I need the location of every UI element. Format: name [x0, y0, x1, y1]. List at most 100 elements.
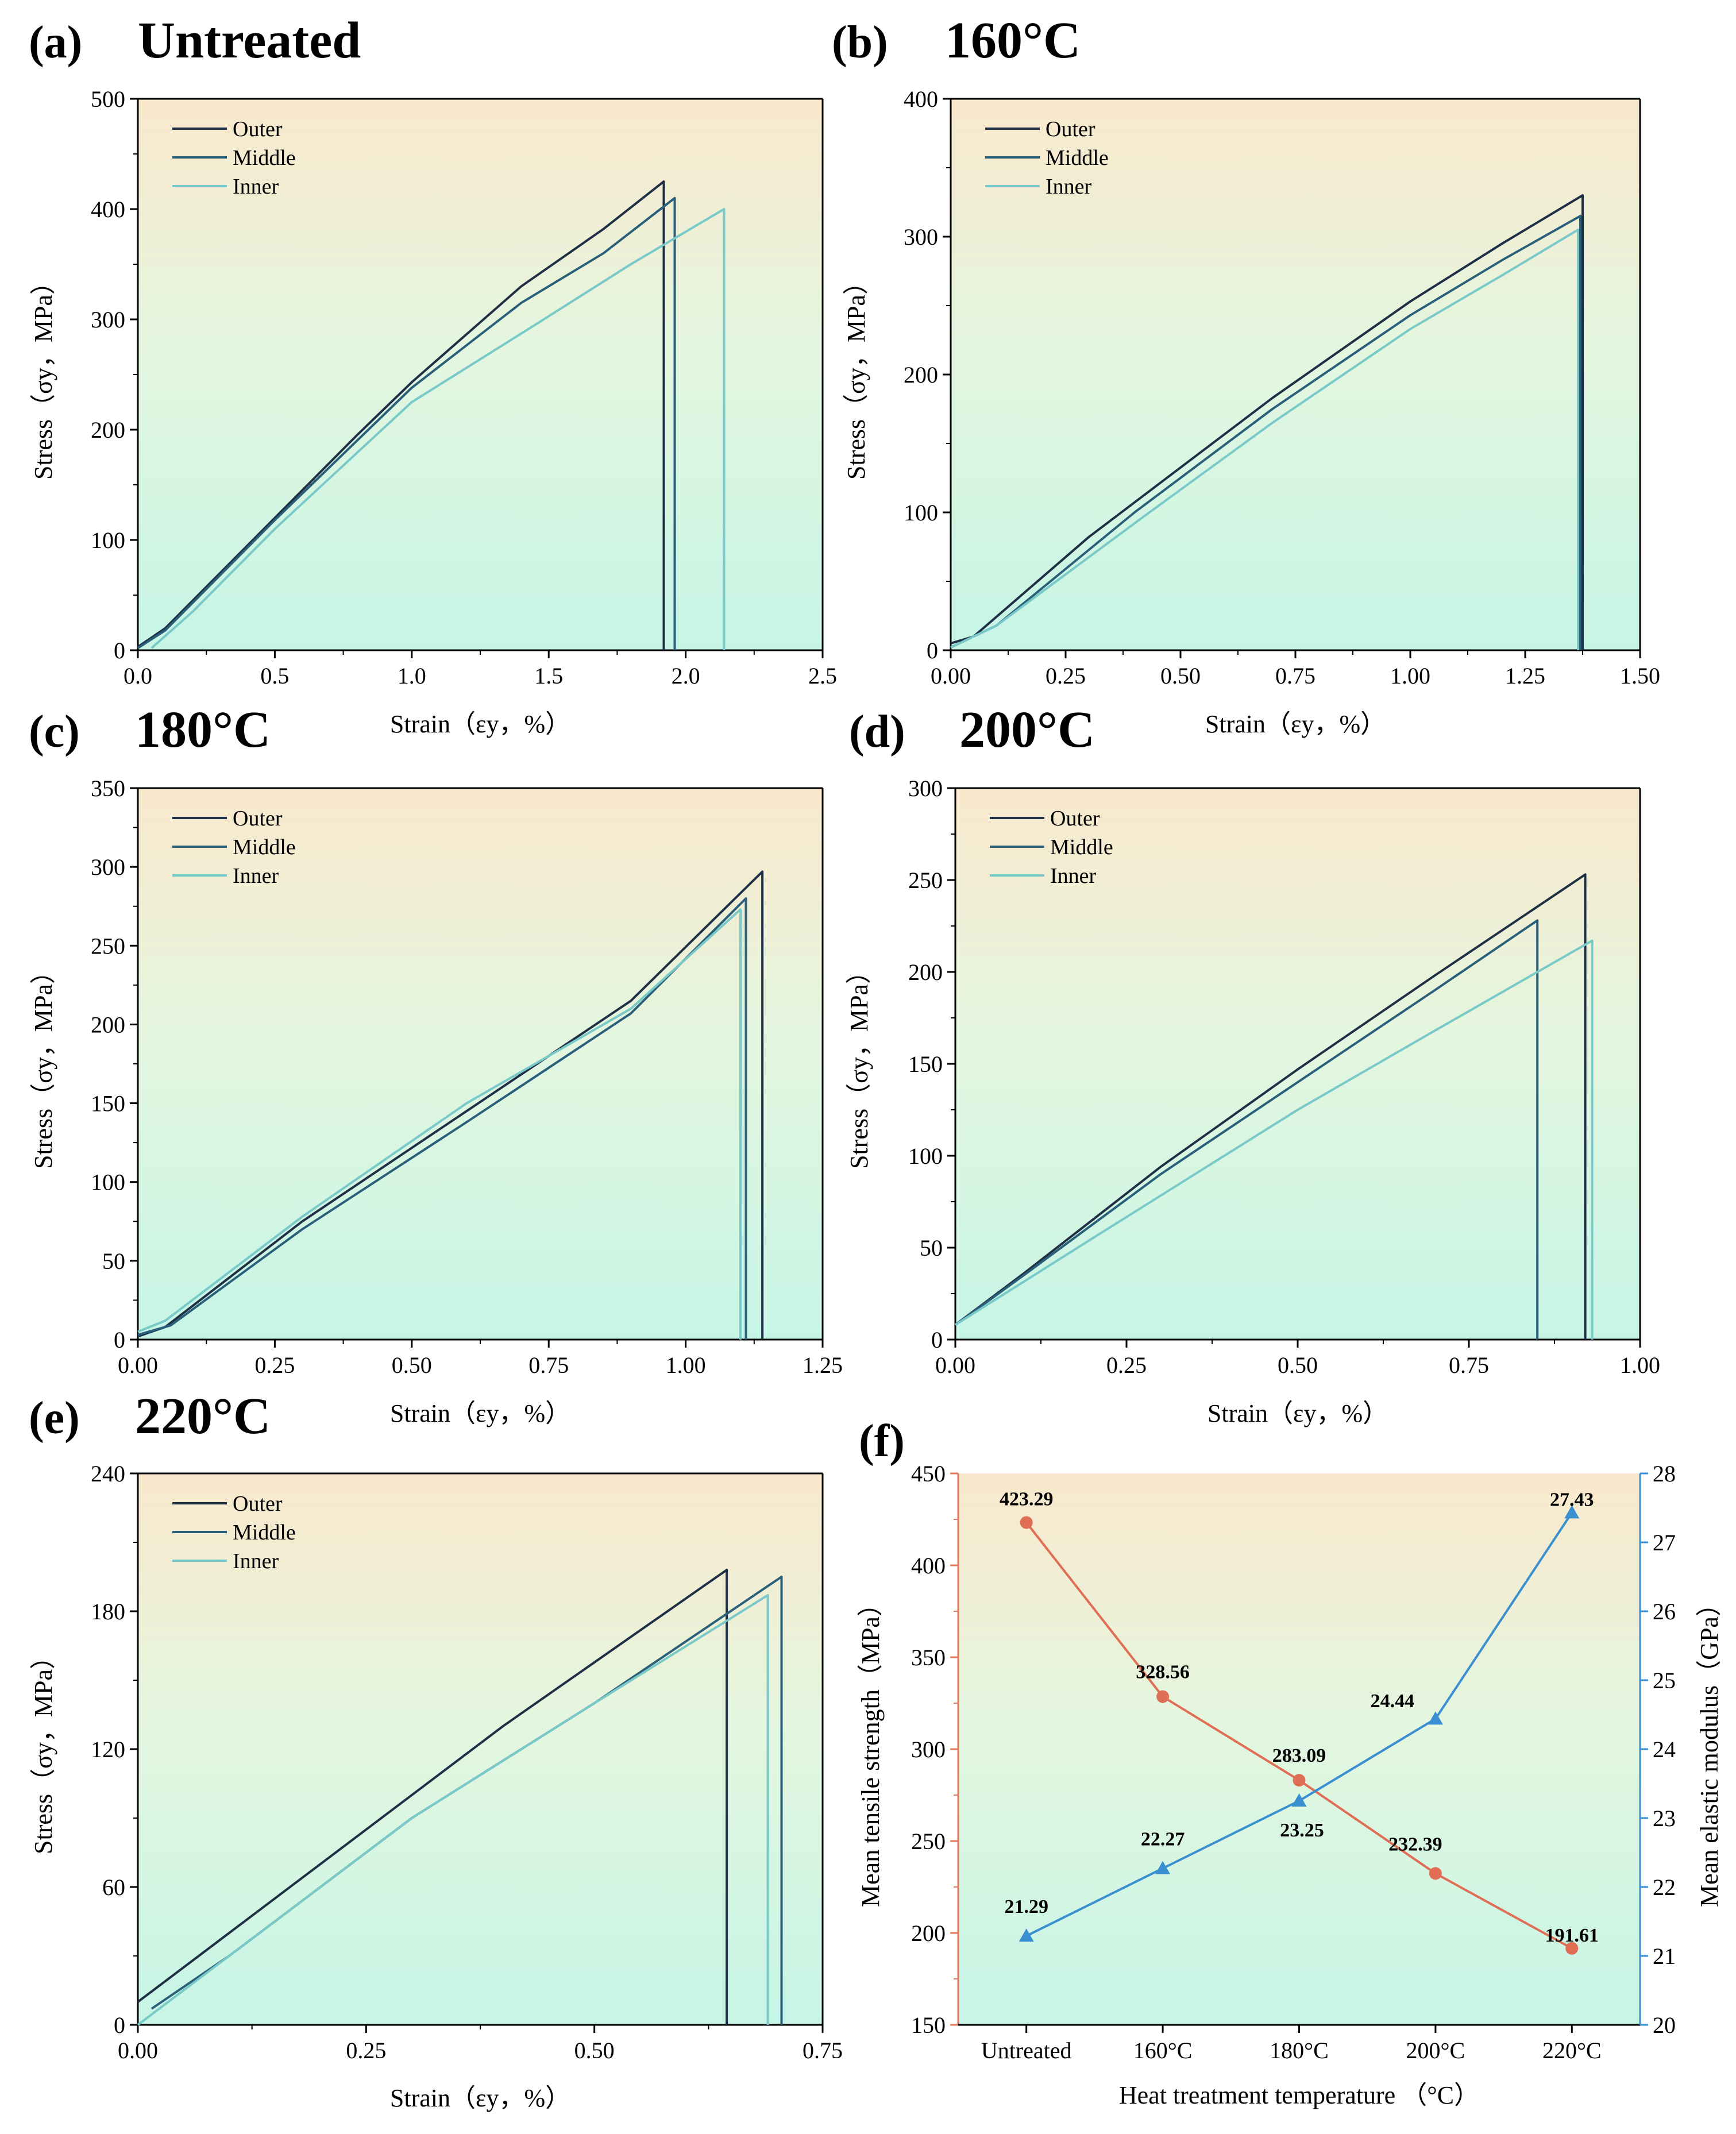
y-tick-label: 100	[91, 1170, 125, 1195]
modulus-data-label: 27.43	[1550, 1489, 1594, 1510]
y-tick-label: 450	[911, 1461, 946, 1487]
y-tick-label: 100	[904, 500, 938, 526]
series-line-inner	[137, 1594, 769, 2026]
y-tick-label: 350	[91, 775, 125, 801]
legend-label-outer: Outer	[233, 117, 283, 141]
right-y-tick-label: 25	[1653, 1668, 1676, 1693]
plot-background	[138, 99, 823, 650]
chart-panel-b: (b) 160°C 0 100 200 300 400 0.00 0.25 0.50 0.75 1.0…	[832, 12, 1660, 738]
legend-label-inner: Inner	[1046, 175, 1092, 199]
x-axis-label: Heat treatment temperature （°C）	[1119, 2081, 1479, 2109]
series-line-middle	[137, 196, 676, 650]
x-tick-label: 0.75	[528, 1352, 569, 1378]
x-tick-label: 0.50	[574, 2037, 615, 2063]
x-axis-label: Strain（εy，%）	[390, 1399, 570, 1427]
x-tick-label: 0.50	[1160, 663, 1201, 689]
y-tick-label: 200	[91, 417, 125, 443]
x-category-label: Untreated	[981, 2037, 1072, 2063]
y-tick-label: 250	[908, 867, 943, 893]
x-tick-label: 0.25	[254, 1352, 295, 1378]
x-category-label: 200°C	[1406, 2037, 1465, 2063]
y-axis-label: Mean tensile strength（MPa）	[857, 1591, 885, 1907]
modulus-data-label: 24.44	[1371, 1691, 1415, 1712]
y-tick-label: 0	[114, 638, 125, 663]
strength-point	[1156, 1690, 1170, 1703]
series-line-inner	[954, 939, 1594, 1340]
modulus-data-label: 21.29	[1004, 1896, 1048, 1917]
y-tick-label: 250	[91, 933, 125, 959]
strength-data-label: 423.29	[1000, 1488, 1054, 1510]
y-tick-label: 0	[114, 1327, 125, 1353]
x-category-label: 160°C	[1133, 2037, 1193, 2063]
x-tick-label: 1.00	[666, 1352, 706, 1378]
x-tick-label: 2.5	[808, 663, 837, 689]
legend-label-inner: Inner	[1050, 864, 1097, 888]
series-line-inner	[137, 908, 742, 1340]
modulus-data-label: 23.25	[1280, 1820, 1324, 1841]
panel-title: 200°C	[959, 701, 1095, 758]
series-line-inner	[151, 208, 726, 650]
plot-background	[138, 1473, 823, 2025]
series-line-outer	[954, 873, 1587, 1340]
x-tick-label: 1.25	[1505, 663, 1545, 689]
legend-label-outer: Outer	[233, 1492, 283, 1516]
y-tick-label: 50	[920, 1235, 943, 1261]
panel-letter: (a)	[29, 17, 82, 68]
y-tick-label: 200	[91, 1012, 125, 1037]
y-tick-label: 100	[908, 1143, 943, 1169]
strength-point	[1429, 1867, 1442, 1880]
x-axis-label: Strain（εy，%）	[390, 710, 570, 738]
chart-panel-a: (a) Untreated 0 100 200 300 400 500 0.0 0.5 1.0 1.5…	[29, 12, 837, 738]
strength-data-label: 191.61	[1545, 1925, 1599, 1946]
x-tick-label: 2.0	[672, 663, 700, 689]
panel-letter: (f)	[859, 1416, 905, 1467]
panel-letter: (b)	[832, 17, 888, 68]
x-tick-label: 0.00	[931, 663, 971, 689]
legend-label-middle: Middle	[233, 146, 296, 170]
y-tick-label: 50	[102, 1248, 125, 1274]
strength-data-label: 283.09	[1272, 1745, 1326, 1766]
x-tick-label: 0.25	[346, 2037, 386, 2063]
y-tick-label: 200	[911, 1920, 946, 1946]
x-tick-label: 0.50	[1278, 1352, 1318, 1378]
series-line-outer	[950, 194, 1584, 650]
modulus-point	[1019, 1928, 1034, 1942]
x-category-label: 220°C	[1542, 2037, 1602, 2063]
y-axis-label: Stress（σy，MPa）	[29, 1644, 57, 1854]
modulus-point	[1428, 1711, 1443, 1725]
y-tick-label: 300	[908, 775, 943, 801]
legend-label-outer: Outer	[233, 806, 283, 831]
strength-point	[1565, 1942, 1579, 1955]
y-tick-label: 0	[114, 2012, 125, 2038]
y-tick-label: 300	[91, 854, 125, 880]
y-tick-label: 300	[904, 224, 938, 250]
y-tick-label: 0	[931, 1327, 943, 1353]
chart-panel-c: (c) 180°C 0 50 100 150 200 250 300 350 0.00 0.25 0.5…	[29, 701, 843, 1427]
x-tick-label: 0.75	[1449, 1352, 1489, 1378]
x-tick-label: 0.50	[392, 1352, 432, 1378]
modulus-data-label: 22.27	[1141, 1829, 1185, 1850]
series-line-middle	[950, 215, 1581, 650]
modulus-point	[1155, 1861, 1171, 1874]
right-y-tick-label: 28	[1653, 1461, 1676, 1487]
legend-label-outer: Outer	[1050, 806, 1100, 831]
panel-title: Untreated	[138, 12, 361, 69]
y-tick-label: 150	[908, 1051, 943, 1077]
x-tick-label: 0.25	[1046, 663, 1086, 689]
x-tick-label: 0.25	[1106, 1352, 1147, 1378]
x-tick-label: 1.0	[398, 663, 426, 689]
right-y-axis-label: Mean elastic modulus（GPa）	[1695, 1591, 1723, 1907]
x-category-label: 180°C	[1270, 2037, 1329, 2063]
x-tick-label: 1.00	[1620, 1352, 1660, 1378]
right-y-tick-label: 21	[1653, 1943, 1676, 1969]
strength-point	[1020, 1516, 1033, 1529]
x-tick-label: 0.00	[935, 1352, 975, 1378]
legend-label-inner: Inner	[233, 1549, 279, 1573]
x-axis-label: Strain（εy，%）	[390, 2084, 570, 2112]
x-tick-label: 1.00	[1390, 663, 1430, 689]
y-tick-label: 300	[91, 307, 125, 333]
legend-label-middle: Middle	[233, 1521, 296, 1545]
y-axis-label: Stress（σy，MPa）	[29, 959, 57, 1169]
x-tick-label: 0.75	[803, 2037, 843, 2063]
series-line-middle	[954, 919, 1539, 1340]
